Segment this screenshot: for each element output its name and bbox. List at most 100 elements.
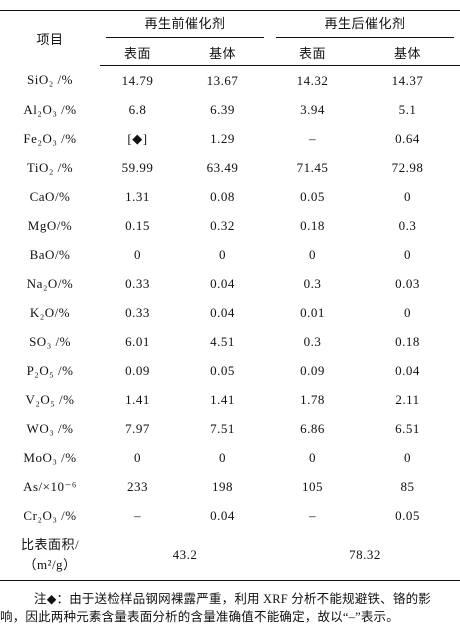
header-group-text: 再生前催化剂 [106, 13, 265, 38]
table-row: MgO/% 0.15 0.32 0.18 0.3 [0, 211, 460, 240]
cell: 0.33 [125, 275, 150, 291]
cell: 0.33 [125, 304, 150, 320]
cell: 0.05 [210, 362, 235, 378]
cell: 0 [404, 188, 412, 204]
header-item: 项目 [0, 10, 100, 66]
row-label: 比表面积/ （m²/g） [0, 530, 100, 581]
table-row: As/×10⁻⁶ 233 198 105 85 [0, 472, 460, 501]
cell: 71.45 [296, 159, 329, 175]
row-label-line: （m²/g） [23, 557, 77, 572]
cell: 1.41 [125, 391, 150, 407]
cell: 0.08 [210, 188, 235, 204]
cell: – [309, 507, 317, 523]
cell: 0.04 [210, 304, 235, 320]
row-label: BaO/% [29, 246, 71, 262]
table-row: CaO/% 1.31 0.08 0.05 0 [0, 182, 460, 211]
cell: 0.3 [303, 333, 322, 349]
row-label: Al₂O₃ /% [23, 101, 77, 117]
cell: – [309, 130, 317, 146]
row-label: V₂O₅ /% [25, 391, 75, 407]
cell: 14.79 [121, 72, 154, 88]
row-label: MgO/% [27, 217, 73, 233]
footnote: 注◆：由于送检样品钢网裸露严重，利用 XRF 分析不能规避铁、铬的影响，因此两种… [0, 592, 431, 624]
cell: 0.05 [395, 507, 420, 523]
cell: 0.09 [125, 362, 150, 378]
cell: 43.2 [100, 530, 271, 581]
cell: 7.51 [210, 420, 235, 436]
cell: 5.1 [398, 101, 417, 117]
cell: 0 [219, 246, 226, 262]
cell: 0 [134, 246, 141, 262]
cell: 6.51 [395, 420, 420, 436]
cell: 7.97 [125, 420, 150, 436]
cell: 0 [404, 246, 412, 262]
table-row: MoO₃ /% 0 0 0 0 [0, 443, 460, 472]
cell: 0.3 [303, 275, 322, 291]
cell: 0.09 [300, 362, 325, 378]
cell: 0.15 [125, 217, 150, 233]
cell: 198 [212, 478, 233, 494]
table-row: V₂O₅ /% 1.41 1.41 1.78 2.11 [0, 385, 460, 414]
header-group: 再生前催化剂 [100, 10, 271, 39]
cell: 1.31 [125, 188, 150, 204]
table-row: Na₂O/% 0.33 0.04 0.3 0.03 [0, 269, 460, 298]
cell: 0 [309, 449, 317, 465]
cell: 0.04 [210, 275, 235, 291]
cell: 13.67 [206, 72, 239, 88]
cell: 3.94 [300, 101, 325, 117]
table-row: Fe₂O₃ /% [◆] 1.29 – 0.64 [0, 124, 460, 153]
header-sub: 表面 [100, 39, 175, 66]
row-label: As/×10⁻⁶ [23, 478, 77, 494]
table-row: WO₃ /% 7.97 7.51 6.86 6.51 [0, 414, 460, 443]
row-label: MoO₃ /% [23, 449, 77, 465]
cell: 0 [309, 246, 317, 262]
cell: – [134, 507, 141, 523]
cell: 6.8 [128, 101, 147, 117]
table-row: SiO₂ /% 14.79 13.67 14.32 14.37 [0, 66, 460, 96]
cell: 6.39 [210, 101, 235, 117]
cell: 1.29 [210, 130, 235, 146]
cell: [◆] [127, 130, 148, 146]
table-row: TiO₂ /% 59.99 63.49 71.45 72.98 [0, 153, 460, 182]
cell: 4.51 [210, 333, 235, 349]
cell: 14.37 [391, 72, 424, 88]
row-label: SiO₂ /% [27, 72, 73, 88]
cell: 6.86 [300, 420, 325, 436]
cell: 0.18 [395, 333, 420, 349]
cell: 85 [400, 478, 415, 494]
row-label: P₂O₅ /% [26, 362, 74, 378]
cell: 0.32 [210, 217, 235, 233]
header-group: 再生后催化剂 [270, 10, 460, 39]
cell: 105 [302, 478, 324, 494]
cell: 0 [219, 449, 226, 465]
cell: 0.3 [398, 217, 417, 233]
cell: 0.01 [300, 304, 325, 320]
row-label: CaO/% [29, 188, 71, 204]
cell: 0 [404, 304, 412, 320]
cell: 1.78 [300, 391, 325, 407]
cell: 63.49 [206, 159, 239, 175]
row-label: WO₃ /% [26, 420, 74, 436]
cell: 0 [404, 449, 412, 465]
header-sub: 基体 [355, 39, 460, 66]
cell: 78.32 [270, 530, 460, 581]
cell: 0.18 [300, 217, 325, 233]
header-group-text: 再生后催化剂 [276, 13, 455, 38]
table-row: SO₃ /% 6.01 4.51 0.3 0.18 [0, 327, 460, 356]
cell: 2.11 [395, 391, 420, 407]
table-row: P₂O₅ /% 0.09 0.05 0.09 0.04 [0, 356, 460, 385]
cell: 0.04 [210, 507, 235, 523]
table-row: 比表面积/ （m²/g） 43.2 78.32 [0, 530, 460, 581]
header-sub: 基体 [175, 39, 271, 66]
cell: 0 [134, 449, 141, 465]
row-label: K₂O/% [29, 304, 71, 320]
table-row: Al₂O₃ /% 6.8 6.39 3.94 5.1 [0, 95, 460, 124]
row-label-line: 比表面积/ [20, 537, 80, 552]
row-label: SO₃ /% [29, 333, 71, 349]
cell: 0.03 [395, 275, 420, 291]
row-label: Fe₂O₃ /% [23, 130, 77, 146]
cell: 14.32 [296, 72, 329, 88]
cell: 59.99 [121, 159, 154, 175]
header-sub: 表面 [270, 39, 356, 66]
table-row: BaO/% 0 0 0 0 [0, 240, 460, 269]
